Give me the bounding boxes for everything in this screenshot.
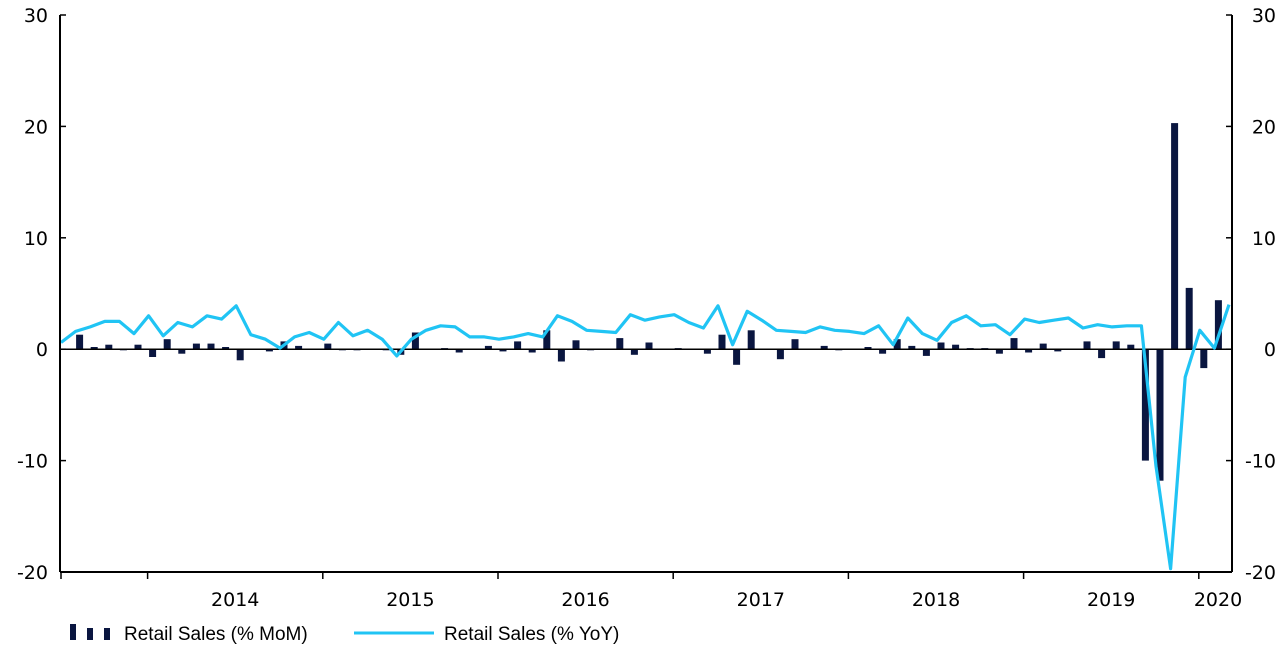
mom-bar	[718, 334, 726, 350]
mom-bar	[1083, 341, 1091, 350]
y-tick-label-left: 20	[24, 116, 48, 138]
legend-swatch-mom-3	[104, 628, 110, 640]
mom-bar	[455, 349, 463, 353]
yoy-line	[60, 304, 1231, 571]
mom-bar	[236, 349, 244, 361]
mom-bar	[557, 349, 565, 362]
x-tick-label: 2017	[737, 589, 785, 611]
y-tick-label-left: 30	[24, 5, 48, 27]
mom-bar	[265, 349, 273, 352]
mom-bar	[747, 330, 755, 350]
mom-bar	[1214, 300, 1222, 350]
y-tick-label-left: -20	[17, 562, 48, 584]
x-tick-label: 2019	[1087, 589, 1135, 611]
mom-bar	[295, 345, 303, 350]
mom-bar	[192, 343, 200, 350]
mom-bar	[411, 332, 419, 350]
mom-bar	[222, 347, 230, 350]
mom-bar	[952, 344, 960, 350]
x-tick-label: 2015	[386, 589, 434, 611]
mom-bar	[149, 349, 157, 357]
mom-bar	[90, 347, 98, 350]
legend-label-yoy: Retail Sales (% YoY)	[444, 624, 619, 645]
mom-bar	[163, 339, 171, 350]
yoy-line-layer	[60, 304, 1231, 571]
x-tick-label: 2018	[912, 589, 960, 611]
mom-bar	[484, 345, 492, 350]
mom-bar	[1127, 344, 1135, 350]
y-tick-label-right: 30	[1252, 5, 1276, 27]
mom-bar	[645, 342, 653, 350]
mom-bar	[791, 339, 799, 350]
legend-item-mom: Retail Sales (% MoM)	[70, 624, 308, 645]
mom-bar	[105, 344, 113, 350]
y-tick-label-right: 10	[1252, 228, 1276, 250]
x-tick-label: 2020	[1194, 589, 1242, 611]
mom-bar	[776, 349, 784, 360]
mom-bar	[528, 349, 536, 353]
mom-bar	[76, 334, 84, 350]
mom-bar	[1010, 338, 1018, 350]
mom-bar	[937, 342, 945, 350]
y-tick-label-right: 0	[1264, 339, 1276, 361]
legend-swatch-mom-2	[87, 628, 93, 640]
mom-bar	[1171, 123, 1179, 350]
mom-bar	[616, 338, 624, 350]
mom-bar	[207, 343, 215, 350]
mom-bar	[893, 339, 901, 350]
legend-item-yoy: Retail Sales (% YoY)	[354, 624, 619, 645]
legend: Retail Sales (% MoM) Retail Sales (% YoY…	[70, 624, 619, 645]
tick-labels: -20 -10 0 10 20 30 -20 -10 0 10 20 30 2014 2015 2016 20…	[17, 5, 1276, 611]
legend-swatch-mom-1	[70, 624, 76, 640]
axes	[59, 14, 1233, 579]
mom-bar	[1185, 287, 1193, 350]
mom-bar	[1112, 341, 1120, 350]
mom-bar	[703, 349, 711, 354]
x-tick-label: 2016	[561, 589, 609, 611]
mom-bar	[324, 343, 332, 350]
mom-bar	[922, 349, 930, 356]
y-tick-label-right: -20	[1245, 562, 1276, 584]
y-tick-label-right: -10	[1245, 451, 1276, 473]
legend-label-mom: Retail Sales (% MoM)	[124, 624, 308, 645]
mom-bar	[1039, 343, 1047, 350]
mom-bar	[733, 349, 741, 365]
y-tick-label-left: 0	[36, 339, 48, 361]
mom-bar	[572, 340, 580, 350]
mom-bar	[1054, 349, 1062, 352]
mom-bar	[864, 347, 872, 350]
mom-bar	[1156, 349, 1164, 481]
y-tick-label-left: 10	[24, 228, 48, 250]
y-tick-label-left: -10	[17, 451, 48, 473]
mom-bar	[879, 349, 887, 354]
mom-bar	[1141, 349, 1149, 461]
mom-bar	[178, 349, 186, 354]
y-tick-label-right: 20	[1252, 116, 1276, 138]
mom-bar	[134, 344, 142, 350]
mom-bar	[543, 330, 551, 350]
mom-bar	[820, 345, 828, 350]
mom-bar	[908, 345, 916, 350]
mom-bar	[630, 349, 638, 355]
mom-bar	[1098, 349, 1106, 359]
mom-bar	[514, 341, 522, 350]
mom-bar	[499, 349, 507, 352]
mom-bar	[1025, 349, 1033, 353]
mom-bars	[76, 123, 1222, 481]
mom-bar	[1200, 349, 1208, 369]
x-tick-label: 2014	[211, 589, 259, 611]
mom-bar	[995, 349, 1003, 354]
